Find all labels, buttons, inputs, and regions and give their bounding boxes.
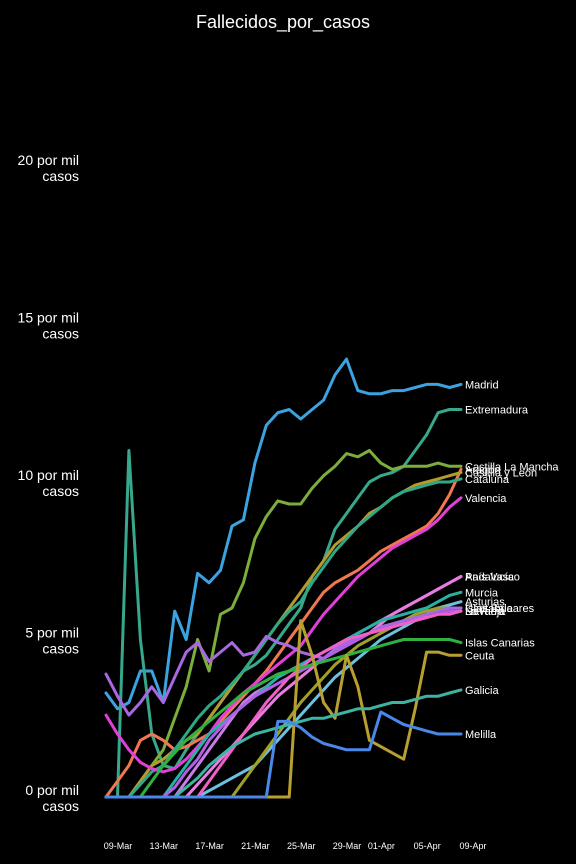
series-end-label: Ceuta (465, 650, 495, 662)
series-end-label: Madrid (465, 379, 499, 391)
series-line-islas-canarias (104, 638, 463, 799)
series-end-label: Extremadura (465, 405, 529, 417)
series-end-labels: Madrid Extremadura Castilla La ManchaAragó… (465, 379, 559, 741)
y-tick-label: 20 por mil casos (18, 152, 79, 184)
series-line-aragón (104, 467, 463, 799)
series-end-label: Islas Baleares (465, 603, 535, 615)
x-tick-label: 05-Apr (414, 841, 441, 851)
series-lines (104, 357, 463, 799)
y-tick-line2: casos (42, 798, 79, 814)
series-end-label: La Rioja (465, 606, 506, 618)
y-tick-label: 15 por mil casos (18, 310, 79, 342)
series-end-label: Cataluña (465, 474, 510, 486)
series-end-label: Asturias (465, 597, 505, 609)
series-end-label: Galicia (465, 685, 500, 697)
x-tick-label: 29-Mar (333, 841, 362, 851)
series-line-valencia (104, 496, 463, 774)
series-end-label: Navarra (465, 606, 505, 618)
series-line-melilla (104, 710, 463, 799)
x-tick-label: 01-Apr (368, 841, 395, 851)
y-tick-label: 5 por mil casos (25, 625, 79, 657)
y-tick-line2: casos (42, 641, 79, 657)
x-tick-label: 13-Mar (150, 841, 179, 851)
y-tick-line1: 20 por mil (18, 152, 79, 168)
x-tick-label: 21-Mar (241, 841, 270, 851)
y-tick-line2: casos (42, 168, 79, 184)
y-tick-line2: casos (42, 483, 79, 499)
series-line-cantabria (104, 606, 463, 717)
series-end-label: Castilla La Mancha (465, 461, 559, 473)
x-tick-label: 09-Mar (104, 841, 133, 851)
series-line-madrid (104, 357, 463, 711)
series-end-label: País Vasco (465, 572, 520, 584)
series-end-label: Murcia (465, 587, 499, 599)
y-tick-line1: 15 por mil (18, 310, 79, 326)
chart-title: Fallecidos_por_casos (196, 12, 370, 33)
series-end-label: Cantabria (465, 603, 514, 615)
series-end-label: Andalucía (465, 572, 515, 584)
x-axis-ticks: 09-Mar 13-Mar 17-Mar 21-Mar 25-Mar 29-Mar 01-A… (104, 841, 487, 851)
series-line-castilla-la-mancha (104, 449, 463, 799)
y-tick-line1: 5 por mil (25, 625, 79, 641)
series-end-label: Valencia (465, 493, 507, 505)
y-tick-line2: casos (42, 326, 79, 342)
x-tick-label: 17-Mar (195, 841, 224, 851)
series-end-label: Melilla (465, 729, 497, 741)
series-end-label: Aragón (465, 464, 500, 476)
y-tick-line1: 10 por mil (18, 467, 79, 483)
series-end-label: Castilla y León (465, 468, 537, 480)
series-end-label: Islas Canarias (465, 638, 535, 650)
y-tick-label: 10 por mil casos (18, 467, 79, 499)
y-tick-line1: 0 por mil (25, 782, 79, 798)
x-tick-label: 25-Mar (287, 841, 316, 851)
y-tick-label: 0 por mil casos (25, 782, 79, 814)
x-tick-label: 09-Apr (459, 841, 486, 851)
